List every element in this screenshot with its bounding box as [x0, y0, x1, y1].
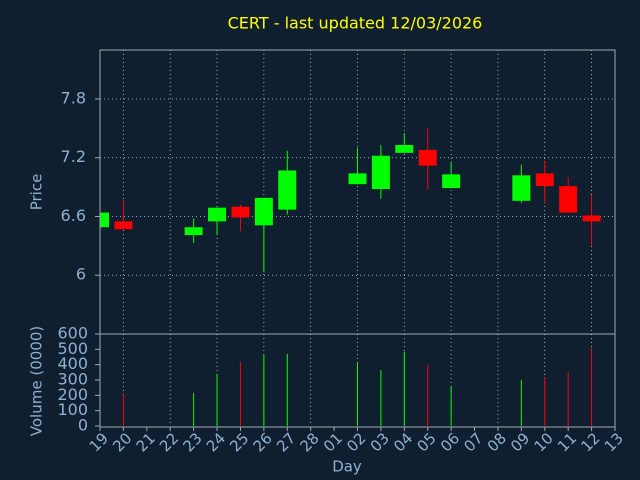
y-tick-label: 600	[57, 324, 88, 343]
y-tick-label: 7.2	[61, 147, 86, 166]
candle-body	[348, 173, 367, 185]
x-axis-label: Day	[332, 458, 362, 476]
candle-body	[231, 206, 250, 218]
candle-body	[184, 227, 203, 236]
candle-body	[278, 170, 297, 210]
candle-body	[371, 155, 390, 190]
candle-body	[100, 212, 109, 228]
candle-body	[418, 149, 437, 166]
volume-plot	[122, 347, 593, 426]
y-axis-label: Price	[28, 174, 46, 211]
candle-body	[208, 207, 227, 222]
y-tick-label: 6	[76, 265, 86, 284]
y-tick-label: 100	[57, 400, 88, 419]
candle-body	[442, 174, 461, 189]
candle-body	[535, 173, 554, 187]
price-plot	[100, 128, 601, 273]
y-tick-label: 400	[57, 354, 88, 373]
y-tick-label: 0	[78, 416, 88, 435]
y-axis-label: Volume (0000)	[28, 326, 46, 436]
y-tick-label: 300	[57, 370, 88, 389]
candle-body	[395, 144, 414, 153]
candle-body	[582, 215, 601, 222]
y-tick-label: 7.8	[61, 88, 86, 107]
chart-title: CERT - last updated 12/03/2026	[228, 14, 483, 33]
candle-body	[114, 221, 133, 230]
y-tick-label: 6.6	[61, 206, 86, 225]
candle-body	[512, 175, 531, 201]
y-tick-label: 500	[57, 339, 88, 358]
candle-body	[559, 186, 578, 213]
candle-body	[254, 197, 273, 226]
y-tick-label: 200	[57, 385, 88, 404]
